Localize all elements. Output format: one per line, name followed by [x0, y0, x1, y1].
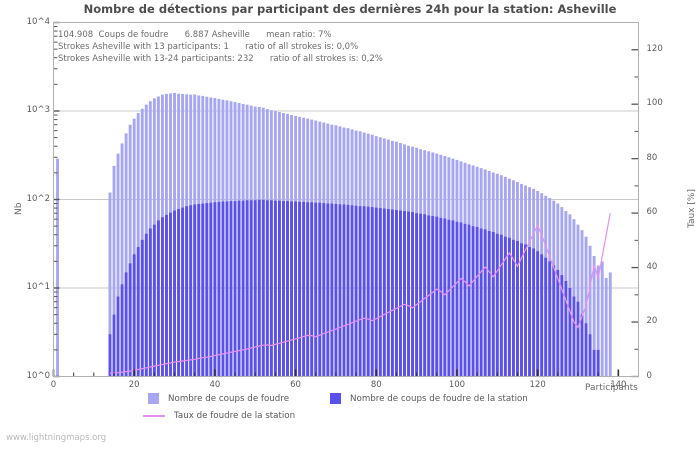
- y-right-tick-label: 0: [646, 370, 652, 381]
- x-tick-label: 120: [529, 380, 546, 390]
- x-tick-label: 140: [610, 380, 627, 390]
- annotation-line-3: Strokes Asheville with 13-24 participant…: [58, 54, 383, 64]
- y-right-axis-title: Taux [%]: [687, 189, 697, 228]
- legend-line-station-rate: [143, 415, 165, 417]
- legend-item-station-strokes[interactable]: Nombre de coups de foudre de la station: [330, 393, 528, 404]
- bars-station-strokes: [108, 199, 600, 377]
- legend-swatch-total-strokes: [148, 393, 159, 404]
- y-right-tick-label: 80: [646, 152, 658, 163]
- x-axis-title: Participants: [585, 383, 638, 393]
- x-tick-label: 100: [448, 380, 466, 390]
- x-tick-label: 80: [370, 380, 382, 390]
- x-tick-label: 40: [209, 380, 221, 390]
- legend-swatch-station-strokes: [330, 393, 341, 404]
- y-right-tick-label: 60: [646, 207, 658, 218]
- plot-frame: [53, 22, 639, 377]
- watermark: www.lightningmaps.org: [6, 433, 107, 443]
- x-tick-label: 0: [50, 380, 57, 390]
- y-right-tick-label: 120: [646, 43, 663, 54]
- y-left-tick-label: 10^3: [26, 105, 50, 115]
- y-right-tick-label: 100: [646, 98, 663, 109]
- y-right-tick-label: 40: [646, 261, 658, 272]
- x-tick-label: 20: [128, 380, 140, 390]
- legend-item-station-rate[interactable]: Taux de foudre de la station: [143, 411, 295, 421]
- chart-title: Nombre de détections par participant des…: [83, 2, 617, 16]
- y-left-tick-label: 10^0: [26, 370, 50, 381]
- y-left-tick-label: 10^1: [26, 282, 50, 292]
- annotation-line-2: Strokes Asheville with 13 participants: …: [58, 42, 359, 52]
- legend-label-total-strokes: Nombre de coups de foudre: [168, 393, 290, 404]
- y-right-tick-label: 20: [646, 316, 658, 327]
- x-tick-label: 60: [290, 380, 301, 390]
- y-left-axis-title: Nb: [14, 202, 24, 215]
- legend-label-station-rate: Taux de foudre de la station: [174, 411, 296, 421]
- y-left-tick-label: 10^2: [26, 193, 50, 204]
- legend-label-station-strokes: Nombre de coups de foudre de la station: [350, 393, 528, 404]
- annotation-line-1: 104.908 Coups de foudre 6.887 Asheville …: [58, 30, 332, 40]
- legend-item-total-strokes[interactable]: Nombre de coups de foudre: [148, 393, 289, 404]
- y-left-tick-label: 10^4: [26, 16, 50, 27]
- rate-line-series: [109, 213, 611, 374]
